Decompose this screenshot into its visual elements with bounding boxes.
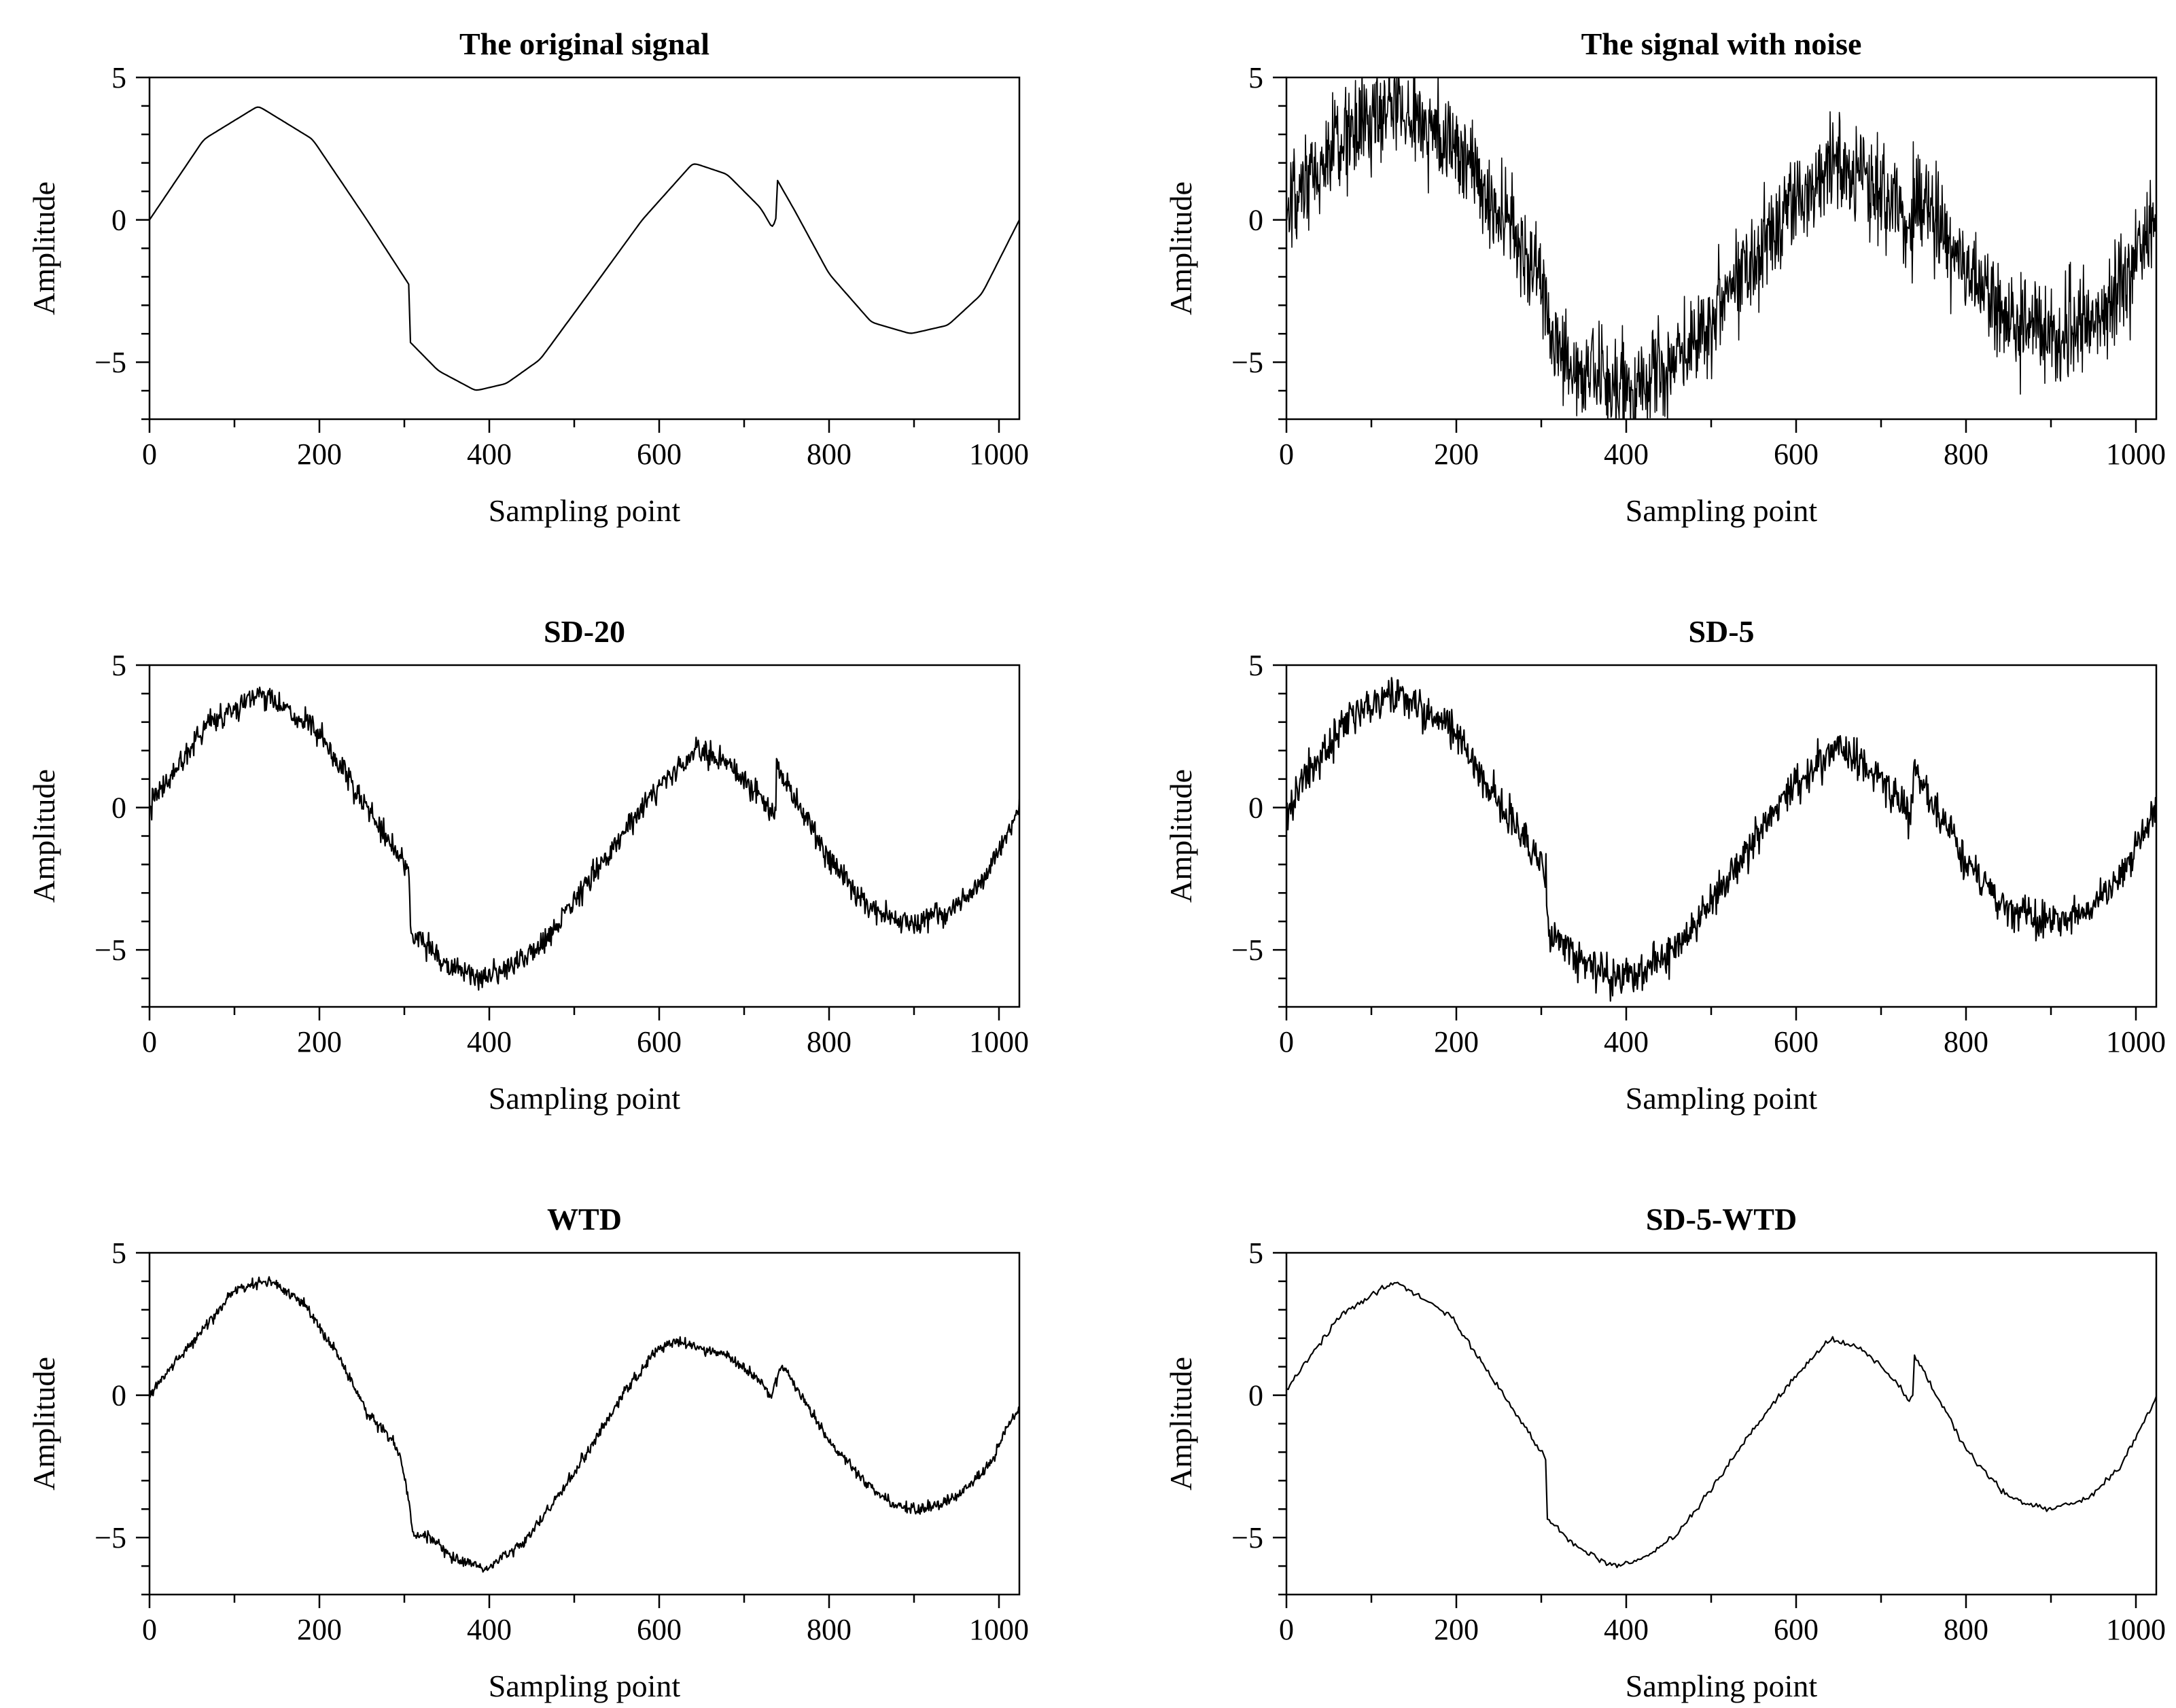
y-axis-label: Amplitude — [1163, 181, 1198, 315]
y-tick-label: 0 — [111, 204, 126, 237]
plot-frame — [148, 76, 1021, 421]
x-tick-label: 600 — [1774, 1613, 1819, 1646]
x-tick-label: 400 — [1604, 438, 1649, 471]
series-line-sd-5-wtd — [1286, 1281, 2156, 1569]
y-tick-label: 0 — [1248, 1379, 1263, 1412]
x-tick-label: 200 — [297, 1613, 342, 1646]
y-tick-label: 0 — [1248, 791, 1263, 825]
x-tick-label: 200 — [297, 1025, 342, 1058]
chart-title: The original signal — [459, 26, 709, 61]
y-tick-label: −5 — [94, 933, 126, 967]
chart-panel-4: SD-5 0 200 400 600 800 1000 −5 0 5 Sampling point A… — [1163, 614, 2166, 1116]
x-tick-label: 800 — [807, 438, 852, 471]
y-tick-label: 0 — [111, 791, 126, 825]
x-tick-label: 800 — [1944, 1025, 1988, 1058]
y-tick-label: 5 — [1248, 1236, 1263, 1270]
x-tick-label: 600 — [637, 438, 682, 471]
x-tick-label: 800 — [807, 1613, 852, 1646]
chart-title: SD-5-WTD — [1646, 1202, 1797, 1236]
x-tick-label: 800 — [1944, 1613, 1988, 1646]
x-tick-label: 400 — [1604, 1025, 1649, 1058]
y-tick-label: −5 — [94, 346, 126, 379]
x-tick-label: 600 — [637, 1613, 682, 1646]
x-tick-label: 1000 — [2106, 1613, 2166, 1646]
y-tick-label: 5 — [111, 61, 126, 94]
series-line-original — [150, 106, 1019, 391]
x-tick-label: 400 — [467, 1025, 512, 1058]
x-tick-label: 400 — [1604, 1613, 1649, 1646]
y-tick-label: −5 — [1231, 346, 1263, 379]
x-tick-label: 0 — [1279, 438, 1294, 471]
x-tick-label: 0 — [1279, 1025, 1294, 1058]
plot-frame — [148, 664, 1021, 1008]
x-axis-label: Sampling point — [489, 1081, 681, 1116]
x-tick-label: 400 — [467, 438, 512, 471]
x-axis-label: Sampling point — [489, 1669, 681, 1703]
y-tick-label: 5 — [111, 649, 126, 682]
y-tick-label: −5 — [1231, 1521, 1263, 1554]
chart-panel-2: The signal with noise 0 200 400 600 800 1000 −5… — [1163, 26, 2166, 528]
y-tick-label: 5 — [111, 1236, 126, 1270]
series-line-sd-5 — [1286, 677, 2156, 1002]
x-tick-label: 1000 — [2106, 438, 2166, 471]
x-axis-label: Sampling point — [489, 493, 681, 528]
x-tick-label: 200 — [1434, 1025, 1479, 1058]
chart-panel-5: WTD 0 200 400 600 800 1000 −5 0 5 Sampling point Am… — [27, 1202, 1029, 1703]
x-tick-label: 1000 — [969, 1025, 1029, 1058]
x-axis-label: Sampling point — [1626, 1669, 1818, 1703]
x-tick-label: 200 — [1434, 438, 1479, 471]
x-tick-label: 400 — [467, 1613, 512, 1646]
y-tick-label: −5 — [1231, 933, 1263, 967]
x-tick-label: 1000 — [969, 438, 1029, 471]
x-tick-label: 600 — [637, 1025, 682, 1058]
y-axis-label: Amplitude — [27, 1357, 61, 1491]
chart-panel-6: SD-5-WTD 0 200 400 600 800 1000 −5 0 5 Sampling po… — [1163, 1202, 2166, 1703]
y-axis-label: Amplitude — [27, 769, 61, 903]
y-axis-label: Amplitude — [1163, 1357, 1198, 1491]
y-axis-label: Amplitude — [1163, 769, 1198, 903]
x-tick-label: 800 — [1944, 438, 1988, 471]
chart-panel-1: The original signal 0 200 400 600 800 1000 −5 0 5… — [27, 26, 1029, 528]
y-tick-label: 0 — [111, 1379, 126, 1412]
x-tick-label: 200 — [297, 438, 342, 471]
x-tick-label: 800 — [807, 1025, 852, 1058]
x-tick-label: 1000 — [2106, 1025, 2166, 1058]
plot-frame — [1285, 1251, 2158, 1596]
chart-title: WTD — [547, 1202, 622, 1236]
y-axis-label: Amplitude — [27, 181, 61, 315]
x-tick-label: 600 — [1774, 1025, 1819, 1058]
y-tick-label: 5 — [1248, 649, 1263, 682]
x-axis-label: Sampling point — [1626, 1081, 1818, 1116]
x-tick-label: 1000 — [969, 1613, 1029, 1646]
y-tick-label: −5 — [94, 1521, 126, 1554]
x-tick-label: 600 — [1774, 438, 1819, 471]
chart-panel-3: SD-20 0 200 400 600 800 1000 −5 0 5 Sampling point… — [27, 614, 1029, 1116]
x-tick-label: 200 — [1434, 1613, 1479, 1646]
series-line-noisy — [1286, 77, 2156, 419]
x-tick-label: 0 — [1279, 1613, 1294, 1646]
x-axis-label: Sampling point — [1626, 493, 1818, 528]
y-tick-label: 5 — [1248, 61, 1263, 94]
x-tick-label: 0 — [142, 1613, 157, 1646]
series-line-sd-20 — [150, 686, 1019, 991]
chart-title: SD-5 — [1688, 614, 1754, 649]
chart-title: SD-20 — [544, 614, 625, 649]
chart-title: The signal with noise — [1581, 26, 1862, 61]
plot-frame — [148, 1251, 1021, 1596]
x-tick-label: 0 — [142, 1025, 157, 1058]
y-tick-label: 0 — [1248, 204, 1263, 237]
plot-frame — [1285, 76, 2158, 421]
series-line-wtd — [150, 1276, 1019, 1573]
x-tick-label: 0 — [142, 438, 157, 471]
